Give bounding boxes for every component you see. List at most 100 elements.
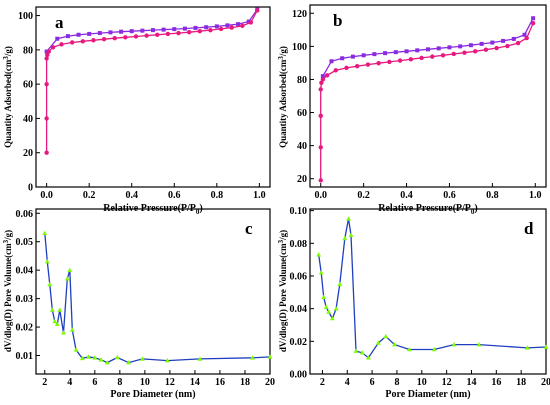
- data-point: [44, 116, 49, 121]
- y-tick-label: 0.06: [290, 271, 308, 282]
- x-tick-label: 0.6: [168, 190, 181, 201]
- x-tick-label: 12: [442, 377, 452, 388]
- data-point: [50, 45, 56, 50]
- data-point: [522, 32, 527, 37]
- data-point: [515, 40, 521, 46]
- chart-marks: 2 4 6 8 10 12 14 16 18 20 0.01 0.02 0.03 0.04 0.05 0.06: [16, 209, 276, 388]
- data-point: [431, 346, 437, 352]
- y-axis-label: Quantity Adsorbed(cm3/g): [277, 46, 288, 148]
- y-tick-label: 100: [18, 11, 33, 22]
- x-tick-label: 1.0: [529, 190, 542, 201]
- x-tick-label: 8: [394, 377, 399, 388]
- data-point: [344, 65, 349, 71]
- data-point: [204, 25, 209, 30]
- data-point: [494, 45, 499, 51]
- data-point: [73, 347, 79, 352]
- data-point: [255, 8, 260, 13]
- data-point: [490, 40, 495, 45]
- data-point: [375, 340, 381, 345]
- panel-label: b: [333, 11, 342, 30]
- y-axis-label: dV/dlog(D) Pore Volume(cm3/g): [2, 230, 13, 352]
- data-point: [112, 36, 117, 41]
- plot-frame: [35, 208, 271, 375]
- data-point: [182, 26, 187, 31]
- data-point: [57, 307, 63, 312]
- y-tick-label: 0.08: [290, 239, 308, 250]
- data-point: [86, 354, 91, 359]
- data-point: [46, 49, 51, 54]
- data-point: [229, 25, 234, 30]
- data-point: [186, 30, 192, 35]
- data-point: [320, 74, 325, 79]
- data-point: [155, 32, 160, 37]
- data-point: [250, 355, 255, 360]
- data-point: [340, 56, 345, 61]
- data-point: [76, 32, 81, 37]
- y-tick-label: 120: [292, 9, 307, 20]
- data-point: [346, 216, 351, 221]
- y-axis-label: Quantity Adsorbed(cm3/g): [2, 46, 13, 148]
- series-line: [318, 218, 547, 359]
- data-point: [318, 178, 323, 183]
- x-tick-label: 10: [140, 377, 150, 388]
- data-point: [214, 24, 219, 29]
- data-point: [383, 333, 389, 339]
- data-point: [359, 350, 365, 355]
- data-point: [44, 81, 49, 87]
- data-point: [91, 38, 96, 43]
- data-point: [419, 55, 424, 61]
- data-point: [524, 345, 530, 350]
- y-tick-label: 80: [297, 75, 307, 86]
- data-point: [80, 39, 86, 44]
- x-axis-label: Pore Diameter (nm): [385, 389, 470, 400]
- x-tick-label: 20: [265, 377, 275, 388]
- data-point: [65, 34, 70, 39]
- data-point: [45, 52, 50, 58]
- data-point: [326, 309, 332, 314]
- series-line: [320, 22, 534, 181]
- data-point: [426, 47, 430, 52]
- y-tick-label: 0.10: [290, 206, 308, 217]
- y-tick-label: 100: [292, 42, 307, 53]
- data-point: [126, 360, 131, 365]
- data-point: [246, 19, 251, 24]
- data-point: [333, 306, 339, 311]
- chart-marks: 0.0 0.2 0.4 0.6 0.8 1.0 0 20 40 60 80 100: [18, 7, 266, 201]
- data-point: [44, 259, 50, 264]
- data-point: [350, 54, 355, 59]
- x-tick-label: 14: [190, 377, 200, 388]
- x-tick-label: 12: [165, 377, 175, 388]
- x-tick-label: 0.2: [83, 190, 96, 201]
- data-point: [505, 43, 510, 49]
- x-tick-label: 0.6: [443, 190, 456, 201]
- data-point: [92, 355, 98, 360]
- y-tick-label: 0.02: [16, 323, 34, 334]
- data-point: [161, 27, 166, 32]
- data-point: [406, 346, 412, 352]
- data-point: [451, 51, 456, 57]
- data-point: [47, 281, 53, 287]
- data-point: [415, 48, 420, 53]
- data-point: [151, 28, 155, 33]
- data-point: [320, 77, 326, 82]
- y-axis-label: dV/dlog(D) Pore Volume(cm3/g): [277, 230, 288, 352]
- data-point: [348, 232, 354, 237]
- data-point: [193, 25, 198, 30]
- y-tick-label: 20: [23, 148, 33, 159]
- data-point: [524, 35, 529, 41]
- y-tick-label: 80: [23, 45, 33, 56]
- x-tick-label: 16: [215, 377, 225, 388]
- y-tick-label: 60: [23, 80, 33, 91]
- data-point: [319, 80, 324, 85]
- data-point: [323, 304, 329, 309]
- y-tick-label: 20: [297, 174, 307, 185]
- data-point: [108, 30, 113, 35]
- data-point: [240, 23, 245, 29]
- data-point: [436, 46, 441, 51]
- x-tick-label: 2: [320, 377, 325, 388]
- data-point: [67, 267, 73, 272]
- y-tick-label: 0.03: [16, 294, 34, 305]
- data-point: [337, 281, 343, 286]
- data-point: [387, 59, 392, 65]
